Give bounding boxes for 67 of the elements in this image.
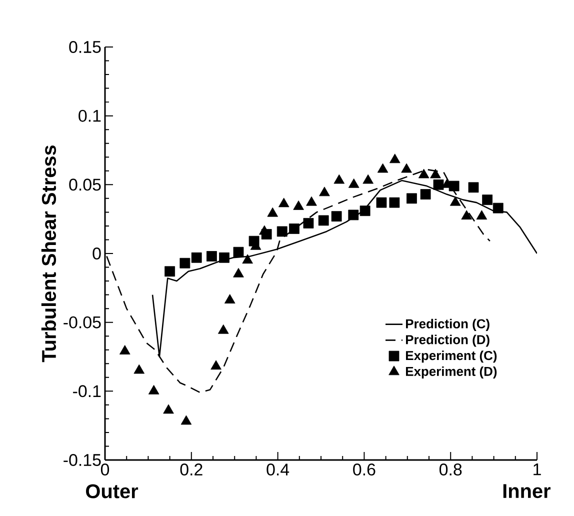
x-tick-label: 1 — [534, 464, 541, 476]
point — [492, 202, 504, 214]
point — [306, 196, 317, 206]
point — [219, 252, 230, 263]
y-tick-label: -0.1 — [73, 385, 101, 398]
point — [430, 168, 441, 178]
point — [164, 266, 175, 277]
point — [360, 206, 370, 216]
x-tick-label: 0.8 — [439, 464, 462, 476]
point — [461, 210, 472, 220]
y-tick-label: -0.15 — [64, 454, 101, 466]
point — [406, 193, 417, 204]
point — [148, 384, 160, 394]
legend-label: Prediction (D) — [406, 334, 490, 347]
point — [468, 182, 479, 193]
point — [348, 178, 360, 188]
point — [319, 186, 330, 196]
y-tick-label: 0.15 — [69, 41, 101, 53]
point — [289, 224, 300, 234]
point — [267, 207, 278, 217]
point — [476, 210, 488, 220]
point — [389, 197, 400, 208]
text: Outer — [86, 484, 138, 498]
point — [418, 168, 430, 178]
point — [276, 226, 288, 237]
point — [334, 174, 345, 184]
point — [134, 364, 145, 374]
y-tick-label: 0.1 — [78, 110, 101, 122]
x-tick-label: 0.6 — [353, 464, 376, 476]
y-axis-title: Turbulent Shear Stress — [41, 145, 56, 362]
legend-label: Prediction (C) — [406, 318, 490, 331]
x-tick-label: 0 — [100, 464, 110, 476]
point — [180, 258, 190, 268]
point — [376, 197, 387, 208]
point — [433, 179, 444, 190]
point — [318, 215, 329, 226]
point — [224, 294, 236, 304]
point — [401, 163, 412, 173]
y-tick-label: 0 — [92, 248, 101, 260]
point — [180, 415, 192, 425]
point — [348, 210, 359, 220]
legend-label: Experiment (D) — [406, 366, 497, 379]
point — [420, 189, 431, 200]
point — [331, 211, 342, 222]
point — [206, 251, 217, 262]
x-tick-label: 0.4 — [266, 464, 290, 476]
point — [293, 200, 304, 210]
point — [303, 218, 314, 228]
point — [450, 196, 461, 206]
x-tick-label: 0.2 — [180, 464, 202, 476]
legend-label: Experiment (C) — [406, 350, 497, 363]
point — [233, 268, 244, 278]
point — [218, 324, 229, 334]
point — [362, 174, 374, 184]
point — [377, 163, 388, 173]
point — [210, 360, 222, 370]
point — [242, 254, 253, 264]
text: Inner — [503, 484, 551, 498]
point — [163, 404, 174, 414]
point — [119, 345, 130, 354]
point — [191, 252, 202, 263]
point — [278, 198, 290, 208]
y-tick-label: 0.05 — [69, 178, 101, 191]
point — [233, 246, 244, 258]
y-tick-label: -0.05 — [64, 316, 101, 328]
point — [389, 154, 400, 164]
point — [482, 194, 493, 206]
